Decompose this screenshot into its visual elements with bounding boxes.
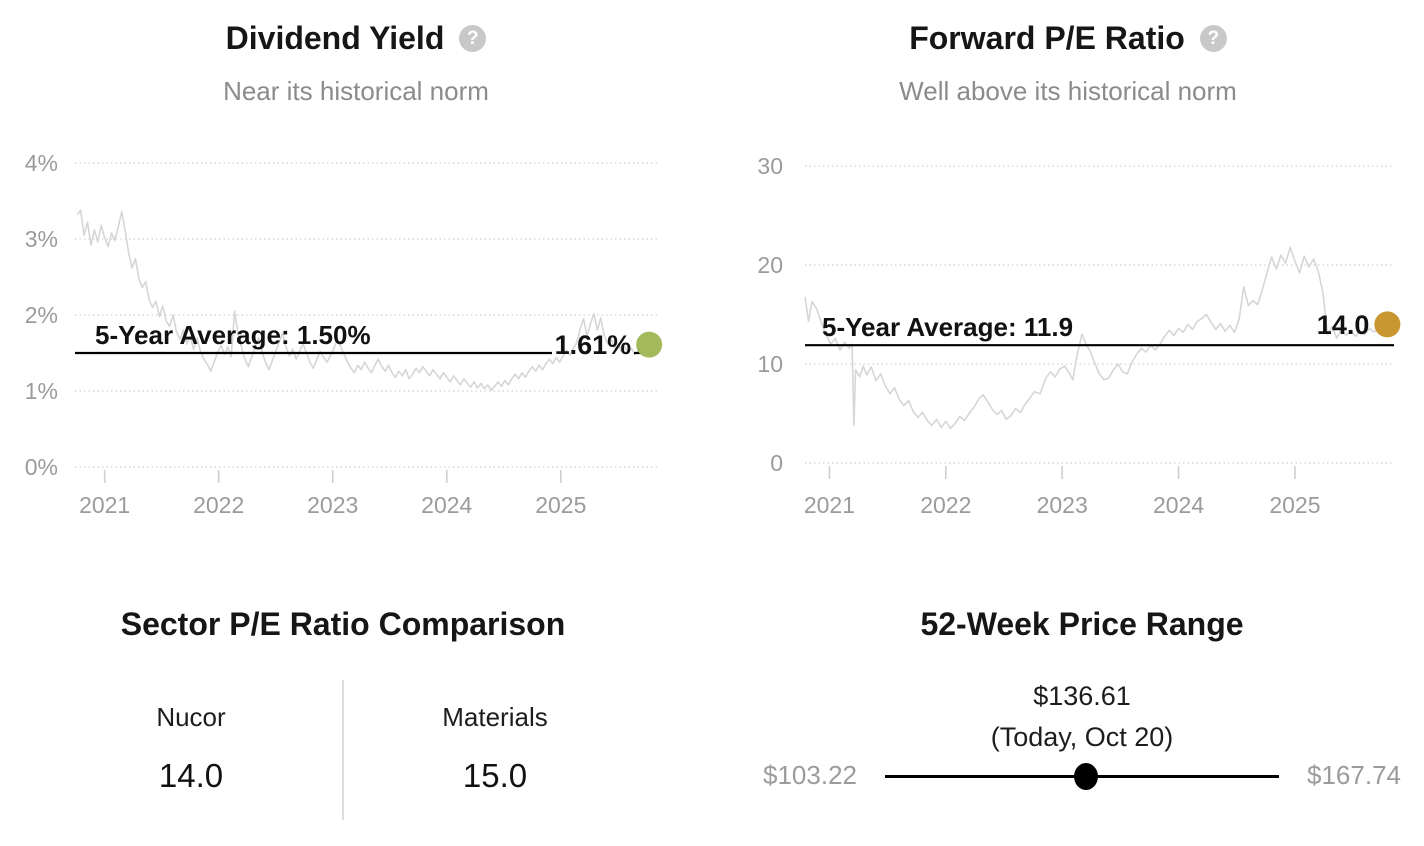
x-axis-label: 2021 (804, 492, 855, 518)
help-icon[interactable]: ? (1199, 24, 1227, 52)
price-range-slider-row: $103.22 $167.74 (740, 760, 1424, 791)
series-line (76, 209, 646, 392)
series-line (804, 246, 1384, 430)
x-axis-label: 2022 (920, 492, 971, 518)
y-axis-label: 0% (25, 454, 58, 480)
y-axis-label: 0 (770, 450, 783, 476)
comparison-value: 14.0 (158, 757, 224, 794)
forward-pe-subtitle: Well above its historical norm (899, 76, 1237, 106)
y-axis-label: 4% (25, 150, 58, 176)
price-range-panel: 52-Week Price Range $136.61 (Today, Oct … (740, 604, 1424, 834)
x-axis-label: 2025 (1269, 492, 1320, 518)
help-icon[interactable]: ? (459, 24, 487, 52)
dividend-yield-subtitle: Near its historical norm (223, 76, 489, 106)
sector-pe-comparison-title: Sector P/E Ratio Comparison (120, 606, 566, 642)
vertical-divider (342, 680, 344, 820)
comparison-item-materials: Materials 15.0 (344, 676, 646, 826)
comparison-value: 15.0 (462, 757, 528, 794)
price-slider-thumb[interactable] (1073, 762, 1098, 790)
comparison-name: Nucor (156, 702, 226, 732)
x-axis-label: 2025 (535, 492, 586, 518)
charts-canvas: 4% 3% 2% 1% 0% 2021 2022 2023 2024 2025 5-Year Ave… (25, 150, 1401, 518)
forward-pe-title: Forward P/E Ratio (909, 20, 1185, 56)
x-axis-label: 2021 (79, 492, 130, 518)
y-axis-label: 3% (25, 226, 58, 252)
y-axis-label: 20 (757, 252, 783, 278)
current-value-label: 1.61% (555, 330, 632, 360)
current-price-block: $136.61 (Today, Oct 20) (740, 676, 1424, 758)
x-axis-label: 2022 (193, 492, 244, 518)
y-axis-label: 2% (25, 302, 58, 328)
x-axis-label: 2023 (1037, 492, 1088, 518)
comparison-name: Materials (442, 702, 548, 732)
sector-pe-comparison-panel: Sector P/E Ratio Comparison Nucor 14.0 M… (40, 604, 646, 834)
x-axis-label: 2024 (421, 492, 472, 518)
average-line-label: 5-Year Average: 11.9 (822, 312, 1073, 342)
current-value-dot (636, 331, 663, 358)
x-axis-label: 2023 (307, 492, 358, 518)
y-axis-label: 10 (757, 351, 783, 377)
x-axis-label: 2024 (1153, 492, 1204, 518)
price-range-title: 52-Week Price Range (920, 606, 1244, 642)
comparison-columns: Nucor 14.0 Materials 15.0 (40, 676, 646, 826)
current-price-date: (Today, Oct 20) (990, 722, 1174, 752)
y-axis-label: 1% (25, 378, 58, 404)
average-line-label: 5-Year Average: 1.50% (95, 320, 371, 350)
current-value-dot (1374, 311, 1401, 338)
price-high-label: $167.74 (1307, 760, 1401, 790)
current-price: $136.61 (1033, 681, 1131, 711)
current-value-label: 14.0 (1317, 310, 1370, 340)
dividend-yield-header: Dividend Yield ? (0, 18, 712, 58)
price-range-track (885, 762, 1279, 790)
dividend-yield-title: Dividend Yield (225, 20, 445, 56)
comparison-item-nucor: Nucor 14.0 (40, 676, 342, 826)
y-axis-label: 30 (757, 153, 783, 179)
forward-pe-header: Forward P/E Ratio ? (712, 18, 1424, 58)
price-low-label: $103.22 (763, 760, 857, 790)
